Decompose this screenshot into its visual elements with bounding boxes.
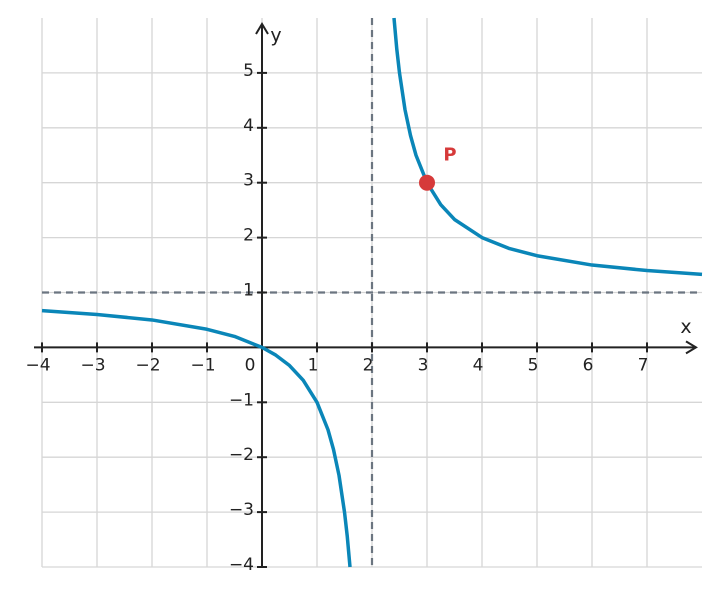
x-tick-label: 0 [245, 355, 256, 375]
y-axis-arrow [255, 22, 269, 35]
x-tick-label: 7 [638, 355, 649, 375]
point [419, 174, 435, 191]
x-tick-label: 1 [308, 355, 319, 375]
x-axis-label: x [680, 316, 691, 338]
x-tick-label: 5 [528, 355, 539, 375]
y-axis-label: y [270, 25, 281, 47]
y-tick-label: −3 [229, 500, 254, 520]
x-tick-label: −1 [190, 355, 215, 375]
x-tick-label: 3 [418, 355, 429, 375]
y-tick-label: −1 [229, 390, 254, 410]
y-tick-label: 2 [243, 226, 254, 246]
curve [41, 17, 703, 568]
y-tick-label: 1 [243, 281, 254, 301]
x-tick-label: −3 [80, 355, 105, 375]
y-tick-label: 3 [243, 171, 254, 191]
x-tick-label: −4 [25, 355, 50, 375]
x-axis-arrow [685, 340, 698, 355]
y-tick-label: −4 [229, 555, 254, 575]
x-tick-label: −2 [135, 355, 160, 375]
y-tick-label: 4 [243, 116, 254, 136]
y-tick-label: −2 [229, 445, 254, 465]
y-tick-label: 5 [243, 61, 254, 81]
point-label: P [443, 145, 456, 166]
x-tick-label: 6 [583, 355, 594, 375]
x-tick-label: 2 [363, 355, 374, 375]
x-tick-label: 4 [473, 355, 484, 375]
